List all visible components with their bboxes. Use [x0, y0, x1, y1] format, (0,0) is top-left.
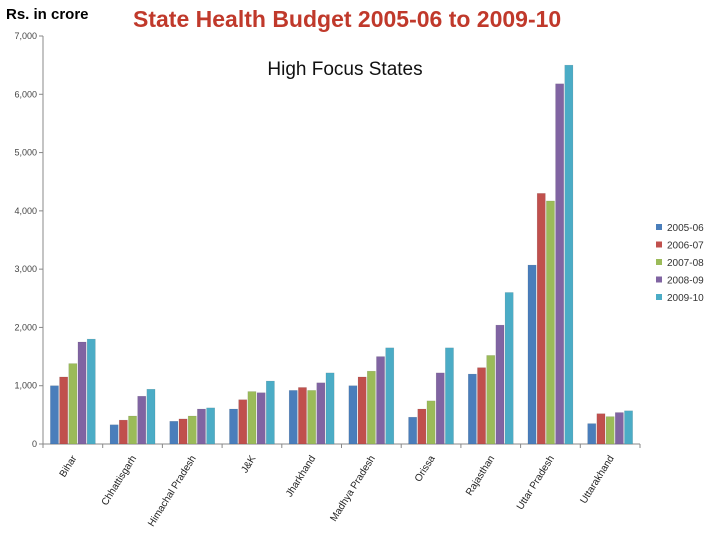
bar-2005-06-jharkhand — [288, 390, 298, 445]
bar-2007-08-j-k — [247, 391, 257, 445]
legend-swatch — [656, 224, 662, 230]
y-tick-label: 0 — [32, 439, 37, 449]
bar-2008-09-j-k — [256, 392, 266, 445]
bar-2006-07-uttar-pradesh — [536, 193, 546, 445]
legend-swatch — [656, 294, 662, 300]
bar-2009-10-uttar-pradesh — [564, 64, 574, 445]
bar-2008-09-chhattisgarh — [137, 395, 147, 445]
bar-2007-08-bihar — [68, 363, 78, 445]
y-tick-label: 1,000 — [14, 381, 37, 391]
bar-2008-09-rajasthan — [495, 324, 505, 445]
y-tick-label: 4,000 — [14, 206, 37, 216]
bar-2006-07-orissa — [417, 408, 427, 445]
bar-2005-06-j-k — [229, 408, 238, 445]
bar-2005-06-bihar — [50, 385, 59, 445]
bar-2009-10-chhattisgarh — [146, 388, 156, 445]
x-category-label: Rajasthan — [464, 454, 497, 498]
bar-2006-07-himachal-pradesh — [178, 418, 188, 445]
x-category-label: J&K — [239, 453, 258, 475]
bar-2007-08-madhya-pradesh — [367, 370, 376, 445]
bar-2009-10-himachal-pradesh — [206, 407, 216, 445]
legend-label: 2008-09 — [667, 276, 704, 287]
y-tick-label: 5,000 — [14, 148, 37, 158]
bar-2008-09-himachal-pradesh — [197, 408, 206, 445]
bar-2008-09-jharkhand — [316, 382, 326, 445]
x-category-label: Uttar Pradesh — [515, 454, 557, 512]
legend-swatch — [656, 241, 662, 248]
bar-2006-07-chhattisgarh — [119, 419, 128, 445]
bar-2005-06-himachal-pradesh — [169, 421, 179, 445]
bar-2007-08-himachal-pradesh — [187, 415, 197, 445]
bar-2005-06-chhattisgarh — [109, 424, 119, 445]
x-category-label: Chhattisgarh — [100, 454, 139, 508]
bar-2006-07-bihar — [59, 376, 68, 445]
bar-2007-08-uttarakhand — [605, 416, 615, 445]
bar-2008-09-orissa — [435, 372, 445, 445]
x-category-label: Orissa — [413, 453, 438, 484]
bar-2006-07-jharkhand — [298, 387, 307, 445]
x-category-label: Uttarakhand — [578, 454, 616, 506]
bar-2009-10-uttarakhand — [624, 410, 633, 445]
y-tick-label: 2,000 — [14, 322, 37, 332]
bar-2009-10-orissa — [445, 347, 454, 445]
bar-2005-06-uttarakhand — [587, 423, 597, 445]
bar-2007-08-rajasthan — [486, 355, 496, 445]
bar-2007-08-uttar-pradesh — [546, 200, 555, 445]
bar-2006-07-j-k — [238, 399, 248, 445]
bar-2005-06-rajasthan — [468, 373, 477, 445]
x-category-label: Himachal Pradesh — [146, 454, 199, 529]
bar-2006-07-rajasthan — [477, 367, 486, 445]
bar-2006-07-madhya-pradesh — [357, 376, 367, 445]
legend-swatch — [656, 276, 662, 283]
chart-subtitle: High Focus States — [267, 59, 422, 80]
unit-label: Rs. in crore — [6, 6, 89, 23]
bar-2005-06-orissa — [408, 416, 417, 445]
legend-label: 2005-06 — [667, 223, 704, 234]
bar-2007-08-chhattisgarh — [128, 415, 137, 445]
y-tick-label: 7,000 — [14, 31, 37, 41]
bar-2009-10-rajasthan — [504, 292, 514, 445]
bar-2007-08-orissa — [426, 400, 436, 445]
y-tick-label: 6,000 — [14, 89, 37, 99]
bar-2005-06-uttar-pradesh — [527, 264, 537, 445]
legend-swatch — [656, 259, 662, 265]
x-category-label: Jharkhand — [284, 454, 318, 499]
bar-2008-09-uttarakhand — [615, 412, 624, 445]
bar-2006-07-uttarakhand — [596, 413, 606, 445]
legend-label: 2006-07 — [667, 241, 704, 252]
bar-2009-10-madhya-pradesh — [385, 347, 395, 445]
x-category-label: Bihar — [58, 453, 80, 479]
legend-label: 2007-08 — [667, 258, 704, 269]
bar-2008-09-bihar — [77, 341, 87, 445]
bar-2008-09-madhya-pradesh — [376, 356, 385, 445]
slide-title: State Health Budget 2005-06 to 2009-10 — [133, 6, 562, 32]
bar-2005-06-madhya-pradesh — [348, 385, 358, 445]
bar-2009-10-j-k — [266, 380, 275, 445]
x-category-label: Madhya Pradesh — [328, 454, 377, 524]
legend-label: 2009-10 — [667, 293, 704, 304]
bar-2009-10-bihar — [86, 338, 96, 445]
y-tick-label: 3,000 — [14, 264, 37, 274]
bar-2009-10-jharkhand — [325, 372, 335, 445]
bar-2008-09-uttar-pradesh — [555, 83, 564, 445]
bar-2007-08-jharkhand — [307, 390, 316, 445]
